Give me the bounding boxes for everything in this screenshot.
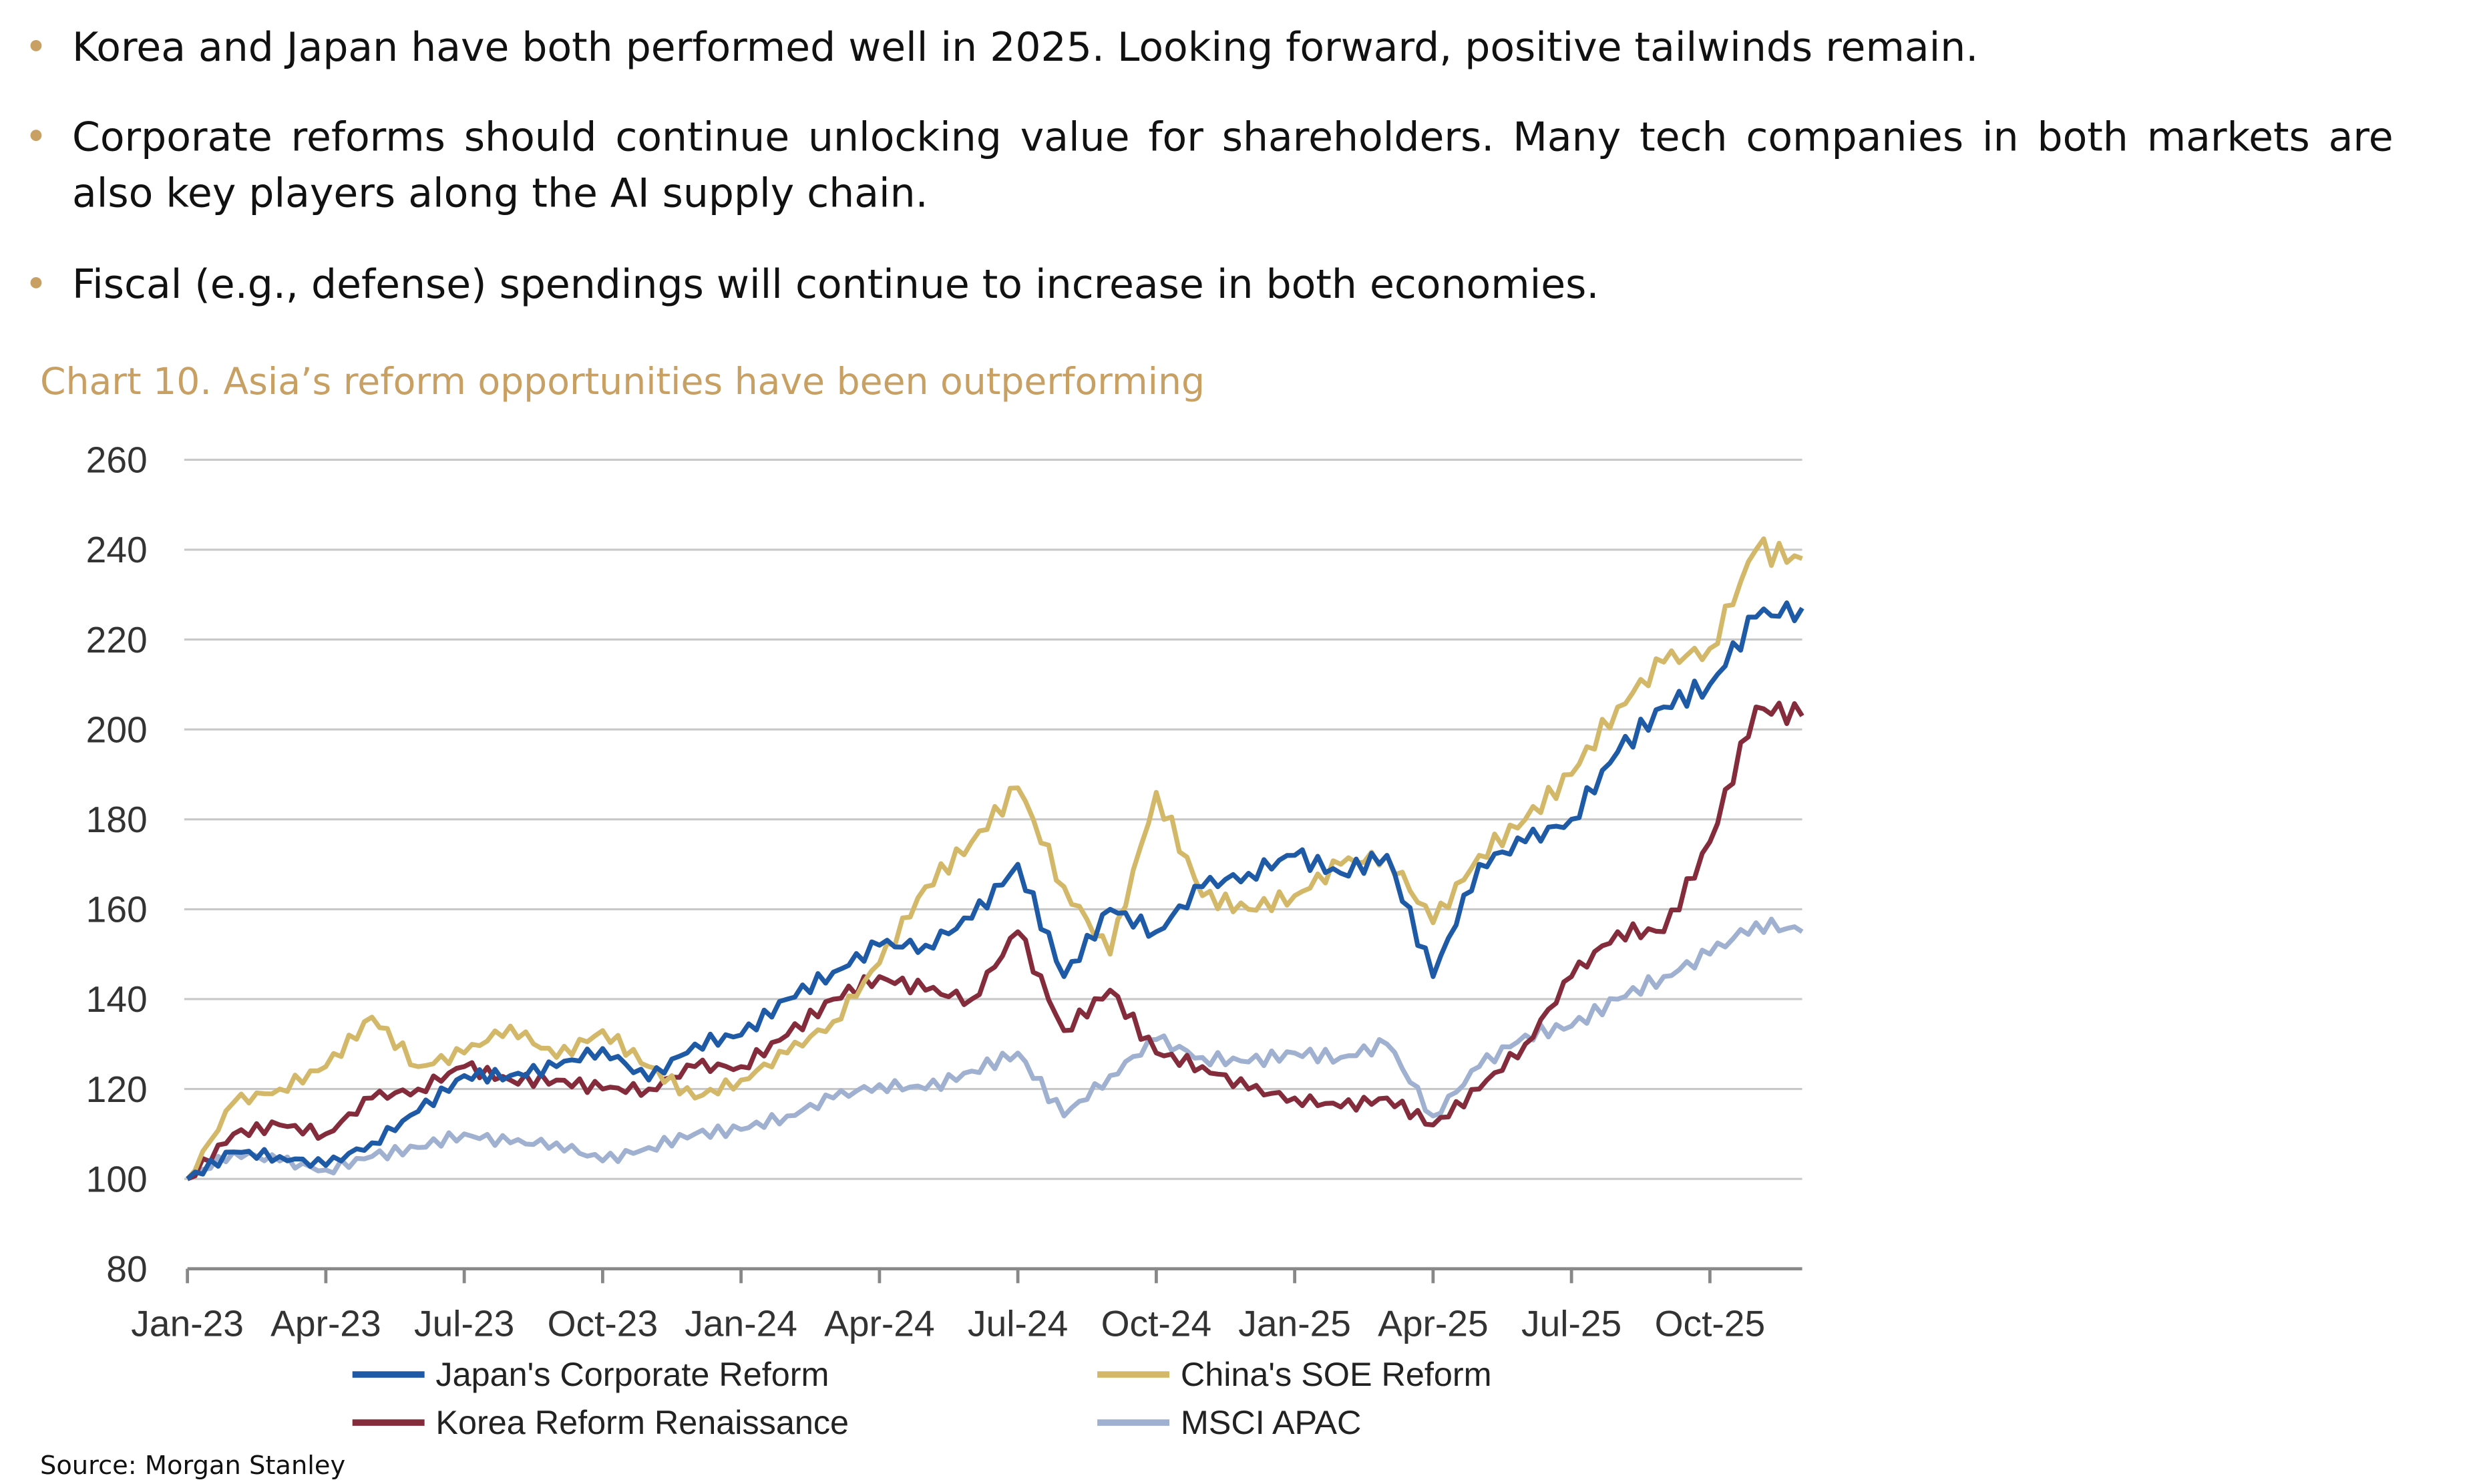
x-tick-label: Apr-24 bbox=[824, 1303, 935, 1344]
series-line-china-s-soe-reform bbox=[185, 536, 1803, 1181]
x-tick-label: Jul-23 bbox=[414, 1303, 514, 1344]
bullet-3: Fiscal (e.g., defense) spendings will co… bbox=[30, 256, 2394, 313]
y-tick-label: 240 bbox=[86, 529, 148, 570]
y-tick-label: 100 bbox=[86, 1158, 148, 1199]
x-tick-label: Jul-25 bbox=[1521, 1303, 1621, 1344]
legend-label: MSCI APAC bbox=[1181, 1403, 1362, 1441]
x-tick-label: Oct-24 bbox=[1101, 1303, 1212, 1344]
chart-title: Chart 10. Asia’s reform opportunities ha… bbox=[39, 362, 1205, 404]
y-tick-label: 160 bbox=[86, 889, 148, 930]
series-line-japan-s-corporate-reform bbox=[186, 600, 1804, 1181]
x-tick-label: Jan-24 bbox=[685, 1303, 797, 1344]
x-tick-label: Jan-25 bbox=[1238, 1303, 1351, 1344]
bullet-dot-icon bbox=[30, 39, 42, 51]
bullet-dot-icon bbox=[30, 276, 42, 289]
legend-label: Korea Reform Renaissance bbox=[435, 1403, 849, 1441]
bullet-dot-icon bbox=[30, 130, 42, 142]
x-tick-label: Oct-23 bbox=[548, 1303, 658, 1344]
bullet-text: Korea and Japan have both performed well… bbox=[71, 23, 1979, 71]
bullet-text: Fiscal (e.g., defense) spendings will co… bbox=[71, 260, 1599, 308]
y-tick-label: 120 bbox=[86, 1069, 148, 1110]
legend-label: Japan's Corporate Reform bbox=[435, 1355, 829, 1393]
y-tick-label: 200 bbox=[86, 709, 148, 750]
series-line-korea-reform-renaissance bbox=[186, 701, 1804, 1181]
y-tick-label: 180 bbox=[86, 799, 148, 840]
x-tick-label: Jan-23 bbox=[131, 1303, 244, 1344]
x-tick-label: Apr-25 bbox=[1378, 1303, 1489, 1344]
chart-source: Source: Morgan Stanley bbox=[39, 1449, 346, 1481]
y-tick-label: 80 bbox=[106, 1248, 147, 1290]
x-tick-label: Oct-25 bbox=[1655, 1303, 1766, 1344]
bullet-1: Korea and Japan have both performed well… bbox=[30, 19, 2394, 75]
y-tick-label: 260 bbox=[86, 439, 148, 481]
bullet-text: Corporate reforms should continue unlock… bbox=[71, 114, 2394, 216]
y-tick-label: 140 bbox=[86, 978, 148, 1020]
series-line-msci-apac bbox=[186, 916, 1804, 1181]
y-tick-label: 220 bbox=[86, 619, 148, 661]
x-tick-label: Jul-24 bbox=[968, 1303, 1068, 1344]
bullet-2: Corporate reforms should continue unlock… bbox=[30, 109, 2394, 221]
x-tick-label: Apr-23 bbox=[270, 1303, 381, 1344]
legend-label: China's SOE Reform bbox=[1181, 1355, 1492, 1393]
